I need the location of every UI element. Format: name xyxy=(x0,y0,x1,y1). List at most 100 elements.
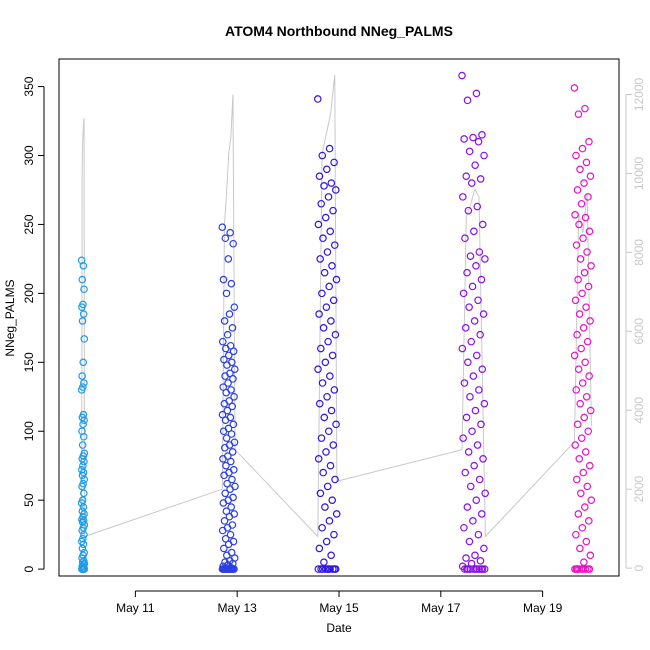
data-point xyxy=(464,206,473,215)
data-point xyxy=(468,427,476,436)
data-point xyxy=(477,510,486,518)
data-point xyxy=(476,175,485,183)
data-point xyxy=(573,186,582,194)
data-point xyxy=(318,289,326,298)
data-point xyxy=(319,324,328,332)
x-tick-label: May 13 xyxy=(218,601,258,615)
data-point xyxy=(464,448,473,456)
data-point xyxy=(466,565,475,573)
data-point xyxy=(227,457,235,466)
data-point xyxy=(474,296,482,305)
data-point xyxy=(326,372,334,380)
data-point xyxy=(80,457,88,466)
data-point xyxy=(477,275,486,284)
chart-title: ATOM4 Northbound NNeg_PALMS xyxy=(225,23,453,39)
data-point xyxy=(459,289,468,298)
x-axis-label: Date xyxy=(326,621,352,635)
data-point xyxy=(322,537,331,546)
data-point xyxy=(321,503,329,511)
data-point xyxy=(475,386,483,394)
data-point xyxy=(79,420,87,429)
data-point xyxy=(471,565,480,573)
data-point xyxy=(316,255,324,263)
data-point xyxy=(467,337,476,346)
y-tick-label: 0 xyxy=(22,565,36,572)
data-point xyxy=(570,351,579,360)
data-point xyxy=(469,372,478,380)
data-point xyxy=(459,434,467,442)
data-point xyxy=(327,406,336,415)
data-point xyxy=(471,161,479,169)
data-point xyxy=(469,133,477,142)
data-point xyxy=(477,420,485,429)
data-point xyxy=(227,279,236,288)
data-point xyxy=(578,144,587,153)
data-point xyxy=(585,137,593,146)
data-point xyxy=(327,317,335,325)
data-point xyxy=(584,282,593,291)
data-point xyxy=(460,565,469,573)
data-point xyxy=(331,475,339,484)
y-tick-label: 100 xyxy=(22,421,36,441)
data-point xyxy=(80,379,88,387)
data-point xyxy=(320,268,329,277)
data-point xyxy=(229,420,238,429)
data-point xyxy=(227,565,236,573)
data-point xyxy=(224,379,232,387)
data-point xyxy=(78,275,87,284)
data-point xyxy=(220,517,229,525)
data-point xyxy=(332,275,341,284)
data-point xyxy=(471,406,480,415)
data-point xyxy=(317,344,325,353)
data-point xyxy=(221,372,229,380)
data-point xyxy=(314,455,323,463)
data-point xyxy=(576,165,584,174)
data-point xyxy=(465,537,474,546)
data-point xyxy=(480,399,489,408)
y-axis-label: NNeg_PALMS xyxy=(3,279,17,356)
data-point xyxy=(574,365,583,374)
data-point xyxy=(466,252,475,260)
data-point xyxy=(461,468,470,477)
data-point xyxy=(461,234,469,243)
data-point xyxy=(576,544,584,553)
data-point xyxy=(224,255,233,263)
data-point xyxy=(472,261,480,270)
data-point xyxy=(578,289,586,298)
data-point xyxy=(586,406,595,415)
data-point xyxy=(226,485,234,493)
data-point xyxy=(572,530,580,539)
data-point xyxy=(329,206,337,215)
data-point xyxy=(577,344,585,353)
data-point xyxy=(315,399,324,408)
data-point xyxy=(228,324,237,332)
data-point xyxy=(325,144,334,153)
data-point xyxy=(583,248,591,256)
data-point xyxy=(324,427,333,436)
data-point xyxy=(223,361,231,369)
data-point xyxy=(573,420,582,429)
data-point xyxy=(314,565,323,573)
data-point xyxy=(573,330,581,339)
data-point xyxy=(230,365,239,374)
y-tick-label: 50 xyxy=(22,493,36,507)
data-point xyxy=(316,489,325,498)
data-point xyxy=(576,489,585,498)
x-tick-label: May 19 xyxy=(523,601,563,615)
data-point xyxy=(575,565,583,573)
data-point xyxy=(323,565,332,573)
data-point xyxy=(480,565,489,573)
data-point xyxy=(582,537,591,546)
data-point xyxy=(222,434,231,442)
data-point xyxy=(581,213,590,222)
data-point xyxy=(576,399,585,408)
data-point xyxy=(323,248,332,256)
data-point xyxy=(574,510,583,518)
data-point xyxy=(474,530,483,539)
data-point xyxy=(318,151,327,160)
data-point xyxy=(322,303,331,311)
data-point xyxy=(579,324,588,332)
y2-tick-label: 10000 xyxy=(632,156,646,190)
data-point xyxy=(229,239,238,248)
data-point xyxy=(80,565,89,573)
